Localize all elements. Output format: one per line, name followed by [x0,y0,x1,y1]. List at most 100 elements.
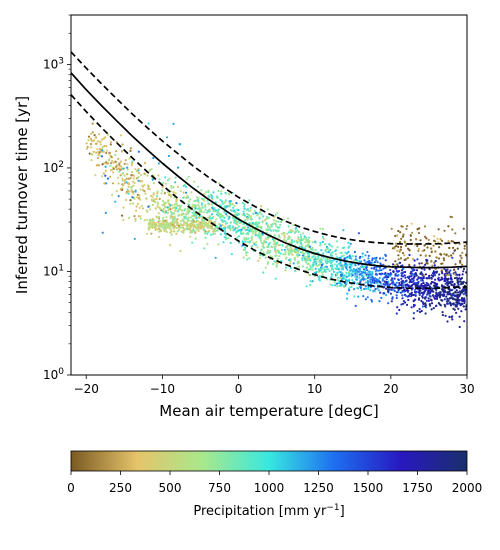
scatter-point [275,220,278,223]
scatter-point [390,227,393,230]
scatter-point [463,247,466,250]
scatter-point [146,174,149,177]
scatter-point [371,273,374,276]
scatter-point [247,229,250,232]
scatter-point [412,300,415,303]
scatter-point [450,240,453,243]
scatter-point [124,198,128,202]
scatter-point [197,227,200,230]
scatter-point [336,276,339,279]
scatter-point [137,175,140,178]
scatter-point [137,171,141,175]
scatter-point [173,216,176,219]
scatter-point [387,280,390,283]
scatter-point [265,222,268,225]
scatter-point [96,148,99,151]
scatter-point [410,275,413,278]
scatter-point [397,278,400,281]
scatter-point [358,260,361,263]
scatter-point [304,245,307,248]
scatter-point [235,202,238,205]
scatter-point [449,304,453,307]
scatter-point [400,274,403,277]
scatter-point [266,261,269,264]
scatter-point [130,164,133,167]
scatter-point [375,259,378,262]
scatter-point [92,150,95,153]
scatter-point [315,262,318,265]
scatter-point [286,232,289,235]
scatter-point [186,219,190,222]
scatter-point [123,182,126,185]
scatter-point [421,279,424,282]
scatter-point [132,192,135,195]
scatter-point [332,270,335,273]
scatter-point [118,163,121,166]
scatter-point [291,249,294,253]
scatter-point [172,212,175,215]
scatter-point [459,261,462,264]
scatter-point [227,237,230,240]
scatter-point [378,266,382,269]
scatter-point [169,217,172,220]
scatter-point [412,317,415,320]
scatter-point [135,209,138,212]
scatter-point [152,223,155,226]
scatter-point [165,219,168,222]
scatter-point [178,207,182,211]
scatter-point [339,276,342,279]
scatter-point [130,188,133,191]
scatter-point [268,226,271,229]
scatter-point [175,227,178,230]
scatter-point [447,299,450,302]
scatter-point [338,284,341,288]
scatter-point [378,300,381,303]
scatter-point [167,199,170,202]
scatter-point [412,312,415,315]
scatter-point [368,274,371,277]
scatter-point [233,210,236,213]
scatter-point [335,264,339,267]
scatter-point [423,268,426,271]
scatter-point [440,262,443,265]
scatter-point [385,278,388,281]
scatter-point [417,231,420,235]
scatter-point [103,182,106,185]
scatter-point [455,299,458,302]
scatter-point [360,278,364,281]
scatter-point [433,240,437,243]
scatter-point [411,287,414,290]
scatter-point [141,180,144,183]
scatter-point [346,268,349,271]
scatter-point [444,314,447,317]
scatter-point [143,190,146,193]
scatter-point [459,277,462,281]
scatter-point [437,302,440,305]
scatter-point [214,256,217,259]
scatter-point [145,209,148,212]
scatter-point [106,177,110,180]
scatter-point [448,315,451,318]
scatter-point [319,262,322,266]
scatter-point [172,191,175,194]
scatter-point [139,188,142,191]
scatter-point [248,257,251,260]
scatter-point [272,229,275,232]
scatter-point [265,215,269,218]
scatter-point [362,278,365,281]
scatter-point [437,228,440,231]
scatter-point [431,287,435,290]
scatter-point [154,207,157,210]
scatter-point [185,217,188,220]
scatter-point [227,217,230,220]
scatter-point [370,298,373,302]
scatter-point [387,290,390,293]
scatter-point [406,256,409,260]
scatter-point [144,192,147,195]
scatter-point [417,280,420,284]
scatter-point [190,221,193,225]
scatter-point [337,262,340,265]
scatter-point [420,309,423,313]
scatter-point [400,303,403,306]
scatter-point [269,249,272,253]
